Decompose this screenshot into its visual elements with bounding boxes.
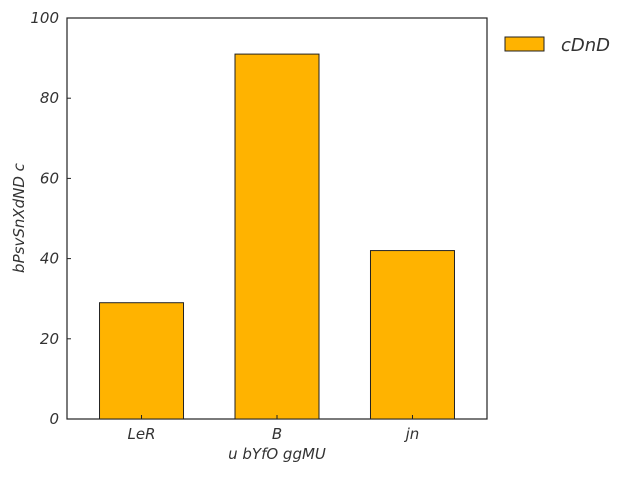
x-tick-label: LeR [128, 425, 156, 443]
y-tick-label: 60 [40, 169, 59, 187]
bars-layer [99, 53, 455, 420]
x-tick-label: jn [404, 425, 420, 443]
legend-label: cDnD [561, 35, 610, 56]
y-tick-label: 100 [30, 9, 59, 27]
x-axis-label: u bYfO ggMU [228, 445, 326, 463]
bar-jn [369, 250, 455, 420]
y-tick-label: 40 [40, 250, 59, 268]
bar-b [234, 53, 320, 420]
y-tick-label: 20 [40, 330, 59, 348]
y-axis-ticks: 0 20 40 60 80 100 [30, 9, 71, 428]
legend: cDnD [504, 35, 610, 56]
legend-swatch [504, 36, 545, 52]
y-axis-label: bPsvSnXdND c [10, 162, 28, 273]
y-tick-label: 80 [40, 89, 59, 107]
bar-ler [99, 302, 185, 420]
x-tick-label: B [272, 425, 282, 443]
y-tick-label: 0 [49, 410, 59, 428]
